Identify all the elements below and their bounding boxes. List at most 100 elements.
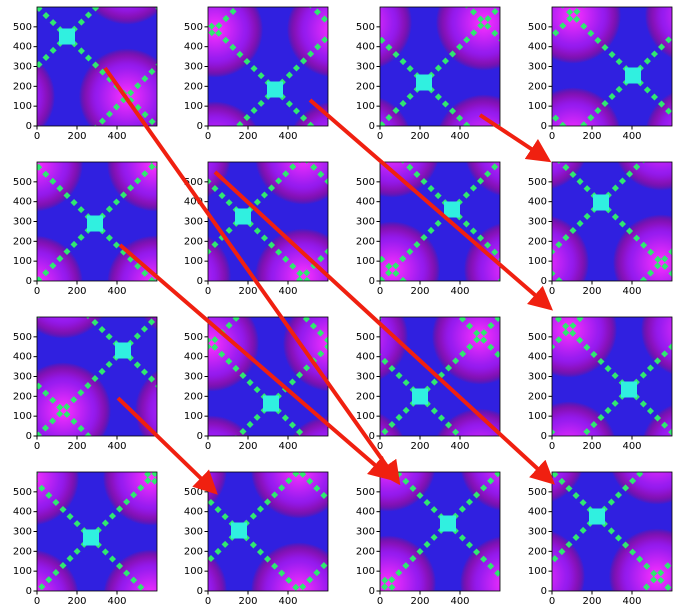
y-tick-label: 400 — [184, 42, 203, 53]
x-tick-label: 0 — [34, 286, 40, 297]
center — [416, 74, 432, 91]
x-tick-label: 200 — [410, 596, 429, 607]
blob — [37, 472, 79, 526]
y-tick-label: 400 — [184, 197, 203, 208]
x-tick-label: 200 — [238, 596, 257, 607]
image — [552, 367, 693, 608]
x-tick-label: 0 — [549, 131, 555, 142]
x-tick-label: 200 — [410, 131, 429, 142]
x-tick-label: 400 — [450, 596, 469, 607]
x-tick-label: 200 — [238, 131, 257, 142]
diagonal — [0, 388, 1, 608]
arrow — [103, 66, 401, 486]
y-tick-label: 300 — [356, 217, 375, 228]
x-tick-label: 0 — [549, 596, 555, 607]
x-tick-label: 0 — [34, 131, 40, 142]
y-tick-label: 100 — [356, 411, 375, 422]
y-tick-label: 300 — [13, 372, 32, 383]
blob — [552, 215, 589, 281]
x-tick-label: 400 — [622, 131, 641, 142]
x-tick-label: 400 — [450, 131, 469, 142]
y-tick-label: 400 — [184, 352, 203, 363]
x-tick-label: 400 — [622, 286, 641, 297]
x-tick-label: 0 — [549, 286, 555, 297]
y-tick-label: 0 — [197, 586, 203, 597]
center — [625, 67, 641, 84]
panel: 0 200 400 0 100 200 300 400 500 — [184, 316, 329, 452]
x-tick-label: 0 — [377, 441, 383, 452]
y-tick-label: 0 — [197, 121, 203, 132]
y-tick-label: 200 — [528, 81, 547, 92]
diagonal — [0, 388, 1, 608]
x-tick-label: 200 — [582, 131, 601, 142]
x-tick-label: 200 — [410, 441, 429, 452]
y-tick-label: 500 — [13, 22, 32, 33]
y-tick-label: 200 — [356, 236, 375, 247]
x-tick-label: 200 — [238, 286, 257, 297]
y-tick-label: 300 — [528, 527, 547, 538]
center — [589, 508, 605, 525]
y-tick-label: 400 — [356, 42, 375, 53]
panel: 0 200 400 0 100 200 300 400 500 — [356, 161, 501, 297]
image — [552, 7, 672, 126]
panel: 0 200 400 0 100 200 300 400 500 — [528, 6, 673, 142]
y-tick-label: 200 — [13, 81, 32, 92]
x-tick-label: 200 — [410, 286, 429, 297]
diagonal — [687, 367, 693, 608]
center — [593, 194, 609, 211]
blob — [552, 401, 616, 436]
y-tick-label: 0 — [541, 431, 547, 442]
center — [440, 515, 456, 532]
x-tick-label: 400 — [278, 441, 297, 452]
blob — [103, 472, 157, 526]
panel: 0 200 400 0 100 200 300 400 500 — [528, 316, 673, 452]
center — [263, 395, 279, 412]
image — [0, 388, 157, 608]
blob — [432, 317, 500, 385]
x-tick-label: 200 — [67, 131, 86, 142]
y-tick-label: 300 — [184, 62, 203, 73]
y-tick-label: 0 — [26, 431, 32, 442]
y-tick-label: 500 — [528, 177, 547, 188]
blob — [552, 162, 585, 190]
y-tick-label: 100 — [356, 566, 375, 577]
y-tick-label: 200 — [528, 236, 547, 247]
blob — [89, 7, 157, 25]
diagonal — [687, 367, 693, 608]
y-tick-label: 200 — [184, 391, 203, 402]
y-tick-label: 100 — [528, 411, 547, 422]
x-tick-label: 200 — [582, 286, 601, 297]
y-tick-label: 500 — [184, 332, 203, 343]
y-tick-label: 500 — [356, 22, 375, 33]
y-tick-label: 300 — [13, 62, 32, 73]
y-tick-label: 300 — [184, 372, 203, 383]
y-tick-label: 100 — [13, 101, 32, 112]
arrow — [308, 98, 554, 311]
y-tick-label: 400 — [356, 197, 375, 208]
panel: 0 200 400 0 100 200 300 400 500 — [528, 367, 693, 608]
x-tick-label: 400 — [278, 131, 297, 142]
blob — [611, 472, 672, 505]
y-tick-label: 500 — [13, 487, 32, 498]
y-tick-label: 0 — [26, 276, 32, 287]
center — [83, 529, 99, 546]
y-tick-label: 200 — [184, 546, 203, 557]
x-tick-label: 0 — [377, 286, 383, 297]
x-tick-label: 200 — [582, 441, 601, 452]
y-tick-label: 400 — [13, 42, 32, 53]
diagonal — [0, 74, 5, 374]
y-tick-label: 300 — [356, 372, 375, 383]
blob — [37, 317, 104, 339]
y-tick-label: 400 — [13, 197, 32, 208]
image — [208, 317, 328, 436]
y-tick-label: 400 — [528, 42, 547, 53]
y-tick-label: 0 — [541, 586, 547, 597]
y-tick-label: 100 — [13, 411, 32, 422]
y-tick-label: 400 — [528, 197, 547, 208]
y-tick-label: 100 — [528, 256, 547, 267]
blob — [436, 408, 500, 436]
y-tick-label: 500 — [528, 22, 547, 33]
blob — [208, 552, 227, 591]
